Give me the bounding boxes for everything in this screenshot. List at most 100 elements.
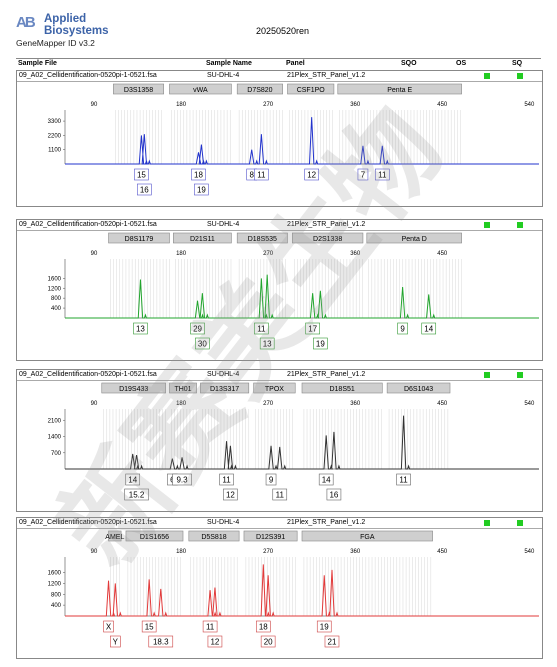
- allele-box: [207, 635, 223, 648]
- os-flag: [484, 73, 490, 79]
- allele-box: [396, 473, 411, 486]
- allele-box: [318, 473, 334, 486]
- electropherogram-black: D19S433 TH01 D13S317 TPOX D18S51 D6S1043 90 180…: [48, 382, 539, 501]
- locus-label: FGA: [360, 534, 375, 541]
- y-tick-label: 400: [51, 306, 62, 312]
- allele-call: 18.3: [148, 635, 174, 648]
- allele-box: [148, 635, 174, 648]
- allele-label: 14: [424, 325, 433, 334]
- sq-flag: [517, 372, 523, 378]
- allele-call: 15: [134, 168, 149, 181]
- panel-name: 21Plex_STR_Panel_v1.2: [287, 371, 366, 378]
- x-tick-label: 360: [350, 251, 361, 257]
- allele-box: [254, 168, 269, 181]
- locus-marker: D21S11: [173, 232, 232, 244]
- trace-line: [65, 274, 539, 319]
- x-tick-label: 90: [91, 102, 98, 108]
- allele-label: 20: [264, 638, 273, 647]
- allele-call: 18: [256, 620, 271, 633]
- allele-label: Y: [113, 638, 119, 647]
- allele-box: [194, 183, 209, 196]
- allele-call: 18: [191, 168, 206, 181]
- x-tick-label: 270: [263, 401, 274, 407]
- locus-label: CSF1PO: [297, 87, 326, 94]
- allele-box: [190, 322, 205, 335]
- locus-marker: D18S51: [301, 382, 383, 394]
- locus-label: D18S51: [329, 386, 354, 393]
- electropherogram-panel-black: 09_A02_Cellidentification-0520pi-1-0521.…: [16, 369, 543, 512]
- locus-box: [169, 382, 197, 394]
- allele-box: [397, 322, 408, 335]
- brand-name: Applied Biosystems: [44, 13, 109, 37]
- locus-marker: D13S317: [200, 382, 250, 394]
- electropherogram-blue: D3S1358 vWA D7S820 CSF1PO Penta E 90 180 270 360…: [48, 83, 539, 196]
- allele-call: 15: [141, 620, 157, 633]
- locus-box: [173, 232, 232, 244]
- x-tick-label: 540: [524, 102, 535, 108]
- locus-box: [386, 382, 451, 394]
- allele-box: [254, 322, 269, 335]
- panel-sample-name: SU-DHL-4: [207, 371, 240, 378]
- electropherogram-panel-green: 09_A02_Cellidentification-0520pi-1-0521.…: [16, 219, 543, 361]
- locus-label: D12S391: [256, 534, 285, 541]
- allele-call: 12: [223, 488, 238, 501]
- chart-area: AMEL D1S1656 D5S818 D12S391 FGA 90 180 270 360 45…: [17, 529, 542, 662]
- y-tick-label: 2200: [48, 133, 62, 139]
- allele-label: 18: [259, 623, 268, 632]
- allele-call: 13: [259, 337, 275, 350]
- bin-lines: [110, 557, 432, 616]
- x-tick-label: 180: [176, 401, 187, 407]
- allele-call: 7: [357, 168, 369, 181]
- electropherogram-green: D8S1179 D21S11 D18S535 D2S1338 Penta D 90 180 2…: [48, 232, 539, 350]
- panel-sample-name: SU-DHL-4: [207, 519, 240, 526]
- y-tick-label: 1200: [48, 286, 62, 292]
- electropherogram-panel-blue: 09_A02_Cellidentification-0520pi-1-0521.…: [16, 70, 543, 207]
- allele-call: 11: [254, 168, 269, 181]
- locus-label: D7S820: [247, 87, 272, 94]
- allele-box: [219, 473, 234, 486]
- allele-call: 19: [313, 337, 328, 350]
- locus-label: TH01: [174, 386, 191, 393]
- sq-flag: [517, 520, 523, 526]
- allele-call: 12: [304, 168, 319, 181]
- header-sample-name: Sample Name: [206, 60, 252, 67]
- allele-call: Y: [110, 635, 121, 648]
- locus-marker: TH01: [169, 382, 197, 394]
- locus-marker: D6S1043: [386, 382, 451, 394]
- header-panel: Panel: [286, 60, 305, 67]
- allele-call: 21: [324, 635, 340, 648]
- allele-box: [313, 337, 328, 350]
- locus-marker: D8S1179: [108, 232, 170, 244]
- bin-lines: [115, 110, 461, 164]
- allele-call: 15.2: [124, 488, 149, 501]
- allele-box: [259, 337, 275, 350]
- allele-label: 13: [136, 325, 145, 334]
- locus-marker: FGA: [301, 530, 433, 542]
- allele-label: 17: [308, 325, 317, 334]
- allele-box: [191, 168, 206, 181]
- allele-label: 11: [257, 325, 266, 334]
- locus-marker: D12S391: [243, 530, 298, 542]
- locus-label: D5S818: [201, 534, 226, 541]
- locus-box: [301, 530, 433, 542]
- allele-call: 9.3: [172, 473, 192, 486]
- locus-box: [253, 382, 296, 394]
- allele-label: 18.3: [153, 638, 169, 647]
- locus-label: Penta E: [387, 87, 412, 94]
- allele-label: 11: [276, 491, 285, 500]
- panel-file: 09_A02_Cellidentification-0520pi-1-0521.…: [19, 519, 157, 526]
- y-tick-label: 1100: [48, 148, 62, 154]
- locus-marker: Penta D: [366, 232, 462, 244]
- y-tick-label: 800: [51, 296, 62, 302]
- locus-box: [125, 530, 184, 542]
- locus-label: TPOX: [265, 386, 284, 393]
- x-tick-label: 450: [437, 251, 448, 257]
- x-tick-label: 450: [437, 102, 448, 108]
- y-tick-label: 800: [51, 592, 62, 598]
- y-tick-label: 2100: [48, 418, 62, 424]
- locus-label: D8S1179: [125, 236, 154, 243]
- os-flag: [484, 372, 490, 378]
- allele-label: 19: [197, 186, 206, 195]
- allele-box: [172, 473, 192, 486]
- locus-marker: D1S1656: [125, 530, 184, 542]
